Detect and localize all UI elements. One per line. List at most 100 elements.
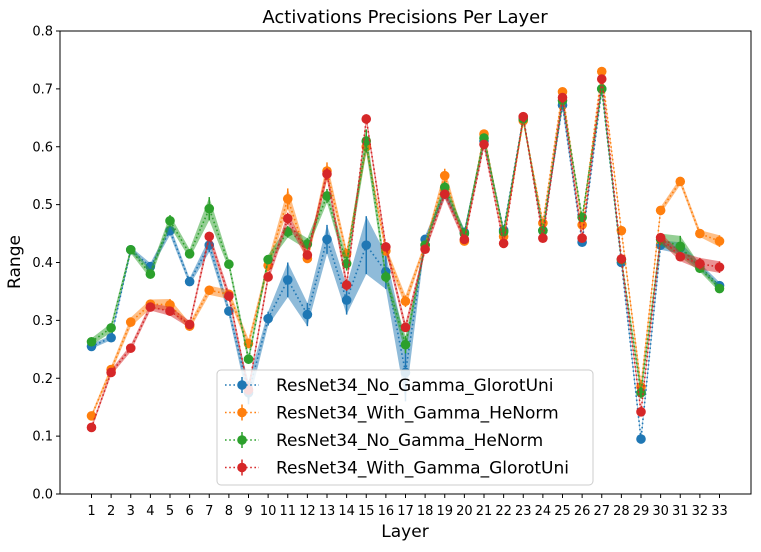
data-point [498,238,509,249]
x-tick-label: 15 [358,504,375,519]
data-point [282,275,293,285]
x-tick-label: 27 [593,504,610,519]
data-point [302,250,313,260]
data-point [675,241,686,252]
legend-label: ResNet34_No_Gamma_HeNorm [276,431,543,451]
data-point [714,236,725,246]
data-point [165,306,175,316]
series-3 [86,74,725,433]
x-tick-label: 2 [107,504,115,519]
x-tick-label: 16 [378,504,395,519]
legend-label: ResNet34_With_Gamma_GlorotUni [276,459,569,479]
x-tick-label: 4 [146,504,154,519]
x-tick-label: 30 [652,504,669,519]
legend-label: ResNet34_No_Gamma_GlorotUni [276,376,554,396]
data-point [518,111,529,122]
data-point [400,296,411,307]
data-point [538,233,548,243]
legend: ResNet34_No_Gamma_GlorotUni ResNet34_With… [216,369,594,486]
x-tick-label: 7 [205,504,213,519]
data-point [204,231,215,242]
y-tick-label: 0.1 [32,430,53,445]
x-tick-label: 26 [574,504,591,519]
data-point [675,176,686,187]
axes: 0.00.10.20.30.40.50.60.70.81 2 3 4 5 6 7 8 9 10 11… [32,25,727,520]
data-point [86,411,97,421]
data-point [224,259,234,270]
data-point [361,114,372,124]
y-tick-label: 0.4 [32,256,53,271]
data-point [714,262,725,272]
x-tick-label: 3 [127,504,135,519]
data-point [596,66,607,77]
x-tick-label: 6 [185,504,193,519]
x-tick-label: 20 [456,504,473,519]
data-point [361,240,372,250]
data-point [302,309,313,320]
legend-marker [237,435,247,445]
data-point [184,249,195,259]
data-point [184,276,195,287]
legend-marker [237,462,247,473]
y-tick-label: 0.5 [32,198,53,213]
x-tick-label: 33 [711,504,728,519]
chart-title: Activations Precisions Per Layer [262,7,548,28]
legend-entry-3: ResNet34_With_Gamma_GlorotUni [225,459,569,479]
data-point [675,251,686,262]
data-point [636,407,646,417]
legend-box [216,369,594,486]
data-point [184,319,195,330]
data-point [420,244,430,254]
x-tick-label: 18 [417,504,434,519]
data-point [577,233,587,243]
data-point [322,234,332,245]
x-tick-label: 21 [476,504,493,519]
y-tick-label: 0.6 [32,140,53,155]
data-point [322,191,332,201]
data-point [322,169,332,179]
legend-entry-2: ResNet34_No_Gamma_HeNorm [225,431,543,451]
x-tick-label: 8 [225,504,233,519]
data-point [263,313,273,324]
x-tick-label: 12 [299,504,316,519]
data-point [439,170,450,181]
data-point [341,295,352,305]
data-point [125,317,136,327]
data-point [263,254,273,265]
data-point [400,322,411,333]
legend-marker [237,407,247,418]
y-tick-label: 0.7 [32,82,53,97]
legend-label: ResNet34_With_Gamma_HeNorm [276,404,559,424]
data-point [145,269,156,279]
data-point [596,74,607,84]
legend-entry-0: ResNet34_No_Gamma_GlorotUni [225,376,554,396]
x-tick-label: 14 [338,504,355,519]
data-point [243,354,254,364]
data-point [86,422,97,433]
x-tick-label: 29 [633,504,650,519]
y-tick-label: 0.8 [32,25,53,40]
x-tick-label: 19 [436,504,453,519]
y-axis-title: Range [5,235,25,289]
x-tick-label: 32 [692,504,709,519]
data-point [381,272,391,282]
x-axis-title: Layer [381,522,428,542]
data-point [459,234,470,245]
legend-marker [237,380,247,390]
x-tick-label: 1 [87,504,95,519]
x-tick-label: 31 [672,504,689,519]
data-point [263,272,273,282]
data-point [439,189,450,200]
x-tick-label: 23 [515,504,532,519]
data-point [695,228,705,239]
data-point [616,254,627,264]
x-tick-label: 22 [495,504,512,519]
data-point [400,339,411,350]
x-tick-label: 9 [244,504,252,519]
data-point [106,367,116,378]
data-point [282,194,293,204]
data-point [381,242,391,252]
x-tick-label: 13 [319,504,336,519]
data-point [125,244,136,255]
